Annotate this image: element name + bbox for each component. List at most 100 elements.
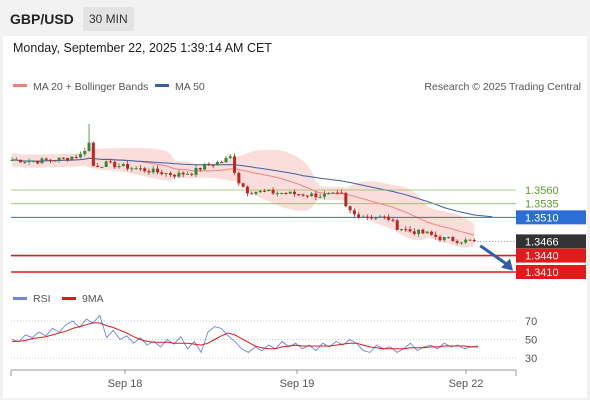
candle-body — [126, 164, 130, 169]
candle-body — [472, 240, 476, 242]
candle-body — [344, 192, 348, 207]
rsi-tick-label: 50 — [525, 335, 537, 347]
candle-body — [190, 173, 194, 175]
candle-body — [19, 159, 23, 163]
timeframe-badge[interactable]: 30 MIN — [83, 7, 134, 31]
rsi-line — [11, 314, 479, 354]
candle-body — [96, 166, 100, 168]
pivot-label: 1.3510 — [525, 212, 559, 224]
candle-body — [27, 160, 31, 162]
candle-body — [412, 231, 416, 234]
candle-body — [57, 157, 61, 161]
candle-body — [395, 220, 399, 230]
candle-body — [288, 191, 292, 194]
bollinger-bands — [12, 148, 475, 248]
candle-body — [275, 193, 279, 195]
support-label-box — [516, 265, 586, 279]
forecast-arrow — [479, 244, 513, 271]
candle-body — [108, 161, 112, 163]
candle-body — [66, 157, 70, 161]
ma20-legend-label: MA 20 + Bollinger Bands — [33, 81, 148, 93]
candlesticks — [10, 124, 476, 245]
resistance-label: 1.3535 — [525, 199, 559, 211]
candle-body — [156, 168, 160, 173]
candle-body — [357, 214, 361, 218]
candle-body — [104, 161, 108, 167]
candle-body — [421, 229, 425, 234]
candle-body — [408, 229, 412, 232]
candle-body — [23, 161, 27, 163]
candle-body — [280, 193, 284, 195]
candle-body — [211, 165, 215, 167]
candle-body — [83, 150, 87, 155]
candle-body — [130, 168, 134, 170]
header: GBP/USD 30 MIN — [0, 0, 590, 36]
candle-body — [151, 168, 155, 173]
candle-body — [310, 193, 314, 197]
x-tick-label-sep22: Sep 22 — [449, 378, 484, 390]
rsi-tick-label: 70 — [525, 316, 537, 328]
candle-body — [263, 190, 267, 192]
candle-body — [404, 229, 408, 231]
price-levels — [11, 189, 516, 273]
candle-body — [173, 174, 177, 177]
candle-body — [451, 237, 455, 242]
candle-body — [370, 217, 374, 219]
candle-body — [429, 231, 433, 235]
candle-body — [168, 173, 172, 175]
candle-body — [464, 239, 468, 243]
candle-body — [224, 157, 228, 163]
candle-body — [185, 173, 189, 175]
rsi-tick-label: 30 — [525, 353, 537, 365]
x-axis: Sep 18 Sep 19 Sep 22 — [10, 369, 517, 390]
pivot-label-box — [516, 210, 586, 225]
candle-body — [113, 161, 117, 168]
candle-body — [121, 164, 125, 167]
last-price-label: 1.3466 — [525, 236, 559, 248]
candle-body — [237, 172, 241, 184]
forecast-arrow-head — [501, 258, 513, 271]
candle-body — [53, 160, 57, 162]
candle-body — [91, 142, 95, 167]
candle-body — [241, 183, 245, 187]
moving-averages — [11, 157, 493, 236]
candle-body — [301, 194, 305, 196]
candle-body — [194, 167, 198, 175]
candle-body — [207, 163, 211, 166]
rsi-ma9-line — [12, 322, 478, 350]
candle-body — [31, 160, 35, 162]
candle-body — [438, 236, 442, 241]
candle-body — [74, 156, 78, 158]
candle-body — [297, 194, 301, 196]
candle-body — [44, 158, 48, 160]
x-tick-label-sep18: Sep 18 — [108, 378, 143, 390]
candle-body — [49, 159, 53, 161]
support-label: 1.3410 — [525, 267, 559, 279]
rsi-legend: RSI 9MA — [13, 293, 104, 305]
candle-body — [181, 172, 185, 175]
timestamp: Monday, September 22, 2025 1:39:14 AM CE… — [13, 41, 272, 55]
ma20-legend-swatch — [13, 84, 27, 87]
support-label: 1.3440 — [525, 251, 559, 263]
candle-body — [117, 166, 121, 168]
candle-body — [61, 157, 65, 159]
candle-body — [245, 186, 249, 194]
candle-body — [271, 189, 275, 194]
rsi-legend-swatch — [13, 297, 27, 300]
ma50-legend-label: MA 50 — [175, 81, 205, 93]
rsi-panel: 70 50 30 — [11, 314, 537, 365]
resistance-label: 1.3560 — [525, 185, 559, 197]
ma9-legend-swatch — [62, 297, 76, 300]
candle-body — [134, 168, 138, 170]
price-legend: MA 20 + Bollinger Bands MA 50 Research ©… — [13, 81, 581, 93]
candle-body — [160, 172, 164, 175]
x-tick-label-sep19: Sep 19 — [280, 378, 315, 390]
candle-body — [220, 162, 224, 164]
candle-body — [442, 237, 446, 241]
candle-body — [417, 229, 421, 234]
candle-body — [382, 216, 386, 218]
research-credit: Research © 2025 Trading Central — [424, 81, 581, 93]
candle-body — [361, 216, 365, 218]
candle-body — [100, 166, 104, 168]
